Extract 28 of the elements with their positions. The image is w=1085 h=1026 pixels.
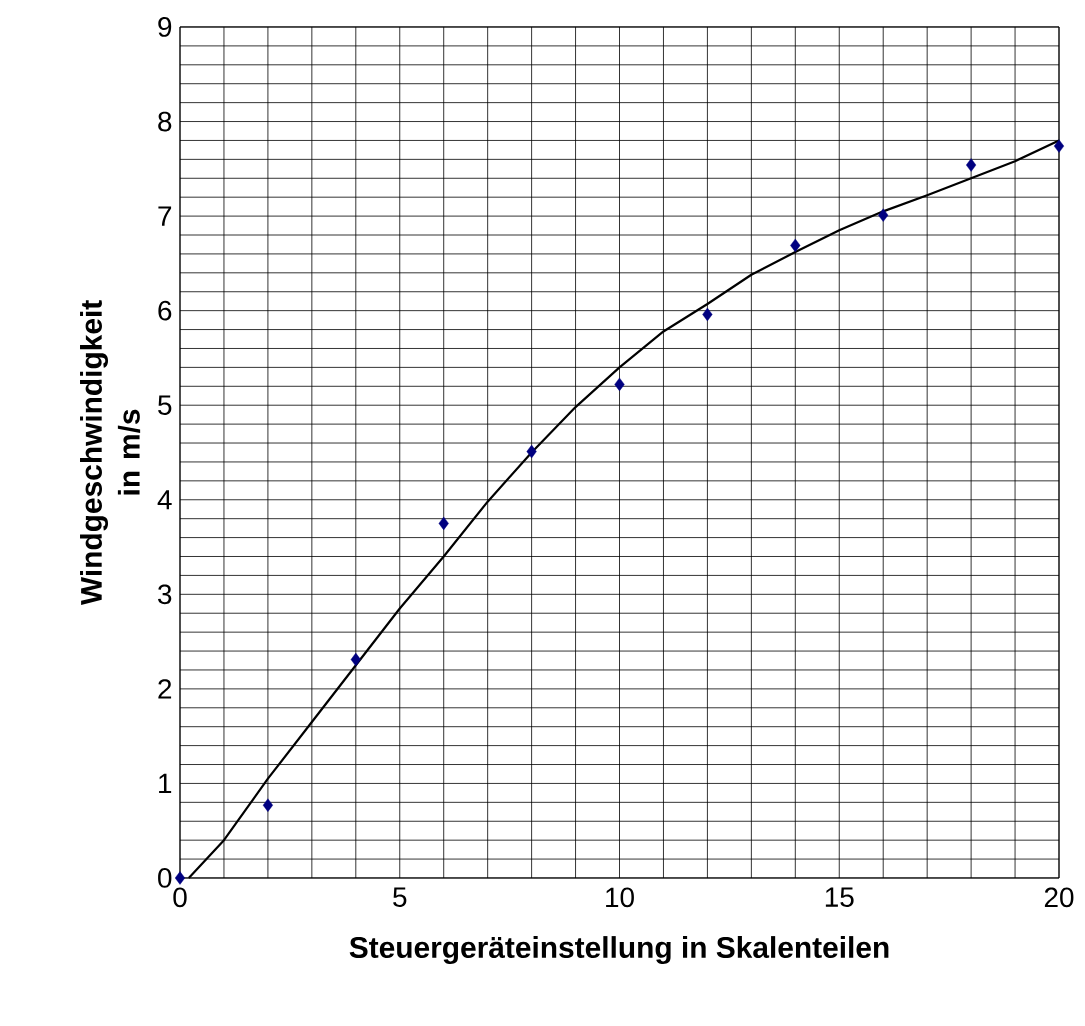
point bbox=[878, 208, 889, 222]
x-tick-label: 0 bbox=[173, 887, 187, 908]
y-tick-label: 0 bbox=[158, 868, 172, 888]
point bbox=[966, 158, 977, 172]
y-tick-label: 6 bbox=[158, 300, 172, 321]
y-tick-label: 2 bbox=[158, 679, 172, 699]
y-tick-label: 4 bbox=[157, 490, 172, 510]
y-axis-title: Windgeschwindigkeit in m/s bbox=[80, 300, 141, 606]
point bbox=[526, 444, 537, 459]
point bbox=[1053, 139, 1065, 153]
x-tick-label: 10 bbox=[606, 887, 634, 908]
point bbox=[790, 238, 801, 253]
point bbox=[702, 307, 713, 322]
x-tick-label: 5 bbox=[393, 887, 407, 907]
y-tick-label: 8 bbox=[158, 111, 172, 132]
point bbox=[350, 652, 361, 667]
y-tick-label: 1 bbox=[159, 773, 172, 794]
y-tick-label: 3 bbox=[158, 584, 172, 605]
y-tick-label: 9 bbox=[158, 17, 172, 37]
point bbox=[174, 871, 186, 885]
point bbox=[438, 516, 449, 531]
y-tick-label: 7 bbox=[158, 206, 172, 226]
x-tick-label: 20 bbox=[1044, 887, 1074, 908]
x-tick-label: 15 bbox=[825, 887, 854, 907]
x-axis-title: Steuergeräteinstellung in Skalenteilen bbox=[349, 936, 889, 965]
y-tick-label: 5 bbox=[158, 395, 172, 415]
point bbox=[614, 377, 625, 392]
point bbox=[262, 798, 273, 812]
